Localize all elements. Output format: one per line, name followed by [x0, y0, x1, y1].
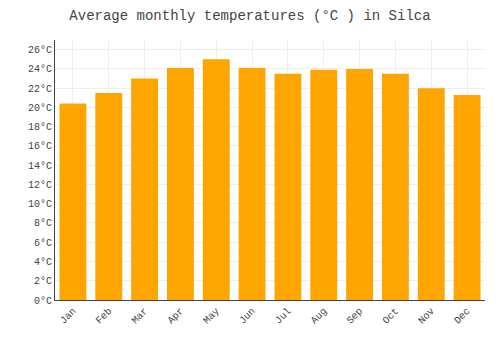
svg-text:0°C: 0°C: [34, 296, 52, 307]
svg-text:Apr: Apr: [166, 306, 187, 327]
svg-text:Average monthly temperatures (: Average monthly temperatures (°C ) in Si…: [69, 8, 430, 24]
svg-text:Aug: Aug: [309, 306, 330, 327]
svg-text:26°C: 26°C: [28, 45, 52, 56]
svg-text:10°C: 10°C: [28, 199, 52, 210]
svg-text:20°C: 20°C: [28, 103, 52, 114]
svg-text:Jul: Jul: [273, 306, 294, 327]
svg-text:18°C: 18°C: [28, 122, 52, 133]
svg-text:14°C: 14°C: [28, 161, 52, 172]
svg-text:6°C: 6°C: [34, 238, 52, 249]
svg-text:Oct: Oct: [381, 306, 402, 327]
svg-text:24°C: 24°C: [28, 64, 52, 75]
svg-text:16°C: 16°C: [28, 141, 52, 152]
svg-text:May: May: [201, 306, 222, 327]
svg-text:Jun: Jun: [237, 306, 258, 327]
svg-text:Nov: Nov: [416, 306, 437, 327]
svg-text:8°C: 8°C: [34, 218, 52, 229]
svg-text:22°C: 22°C: [28, 84, 52, 95]
svg-text:Feb: Feb: [94, 306, 115, 327]
svg-text:Jan: Jan: [58, 306, 79, 327]
svg-text:Sep: Sep: [345, 306, 366, 327]
svg-text:Dec: Dec: [452, 306, 473, 327]
svg-text:2°C: 2°C: [34, 276, 52, 287]
svg-text:12°C: 12°C: [28, 180, 52, 191]
svg-text:4°C: 4°C: [34, 257, 52, 268]
svg-text:Mar: Mar: [130, 306, 151, 327]
